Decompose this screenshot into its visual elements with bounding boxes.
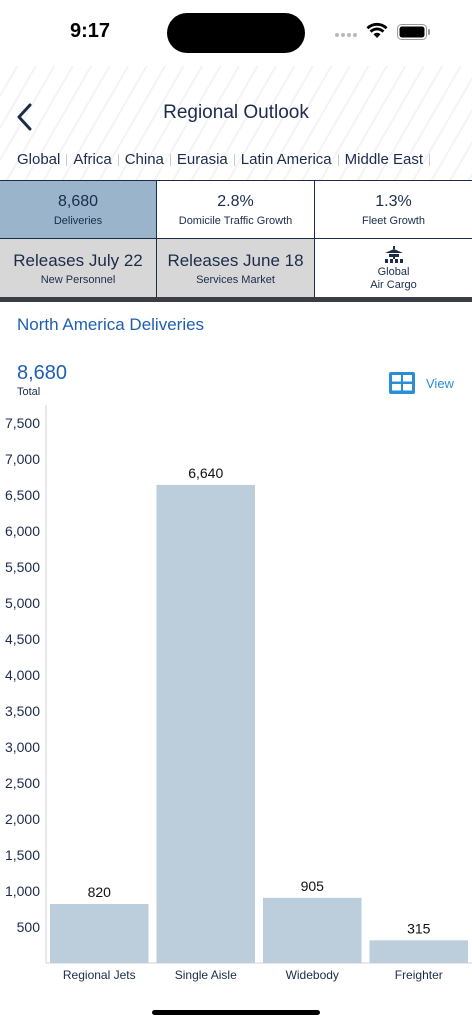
bar-value-label: 905	[301, 878, 325, 894]
y-tick-label: 5,000	[5, 595, 40, 611]
y-tick-label: 500	[17, 919, 41, 935]
metric-domicile-traffic-growth[interactable]: 2.8% Domicile Traffic Growth	[157, 181, 315, 239]
view-button[interactable]: View	[389, 372, 454, 394]
region-tab-china[interactable]: China	[124, 151, 164, 168]
region-tab-eurasia[interactable]: Eurasia	[176, 151, 228, 168]
y-tick-label: 4,500	[5, 631, 40, 647]
metric-label-line1: Global	[377, 265, 410, 278]
y-tick-label: 1,000	[5, 883, 40, 899]
metric-deliveries[interactable]: 8,680 Deliveries	[0, 181, 157, 239]
y-tick-label: 4,000	[5, 667, 40, 683]
home-indicator	[152, 1010, 320, 1015]
status-time: 9:17	[70, 20, 111, 42]
region-tab-global[interactable]: Global	[17, 151, 61, 168]
y-tick-label: 2,500	[5, 775, 40, 791]
metric-services-market[interactable]: Releases June 18 Services Market	[157, 239, 315, 298]
y-tick-label: 3,000	[5, 739, 40, 755]
section-title: North America Deliveries	[17, 315, 205, 334]
total-label: Total	[17, 386, 41, 398]
bar-widebody	[263, 897, 362, 963]
total-value: 8,680	[17, 362, 68, 384]
region-divider	[117, 153, 119, 166]
y-tick-label: 6,000	[5, 523, 40, 539]
status-bar: 9:17	[0, 0, 472, 66]
building-network-icon	[384, 245, 403, 263]
back-chevron-icon[interactable]	[12, 100, 38, 134]
y-tick-label: 1,500	[5, 847, 40, 863]
dynamic-island	[167, 13, 305, 53]
region-tab-middle-east[interactable]: Middle East	[344, 151, 424, 168]
metrics-grid: 8,680 Deliveries 2.8% Domicile Traffic G…	[0, 180, 472, 298]
deliveries-bar-chart: 500 1,000 1,500 2,000 2,500 3,000 3,500 4,000 4,…	[5, 405, 472, 982]
y-tick-label: 5,500	[5, 559, 40, 575]
metric-value: Releases July 22	[13, 250, 143, 270]
metric-label: Services Market	[196, 273, 275, 286]
x-category-label: Single Aisle	[175, 968, 237, 982]
metric-label: Domicile Traffic Growth	[178, 215, 293, 227]
battery-icon	[397, 24, 430, 40]
section-divider	[0, 297, 472, 302]
y-tick-label: 7,000	[5, 451, 40, 467]
y-tick-label: 6,500	[5, 487, 40, 503]
metric-value: 8,680	[57, 193, 99, 210]
metric-global-air-cargo[interactable]: Global Air Cargo	[315, 239, 472, 298]
region-divider	[66, 153, 68, 166]
region-tab-latin-america[interactable]: Latin America	[240, 151, 332, 168]
metric-fleet-growth[interactable]: 1.3% Fleet Growth	[315, 181, 472, 239]
cellular-signal-icon	[335, 33, 359, 39]
bar-value-label: 315	[407, 920, 431, 936]
metric-label: Fleet Growth	[362, 215, 425, 227]
bar-value-label: 6,640	[188, 465, 223, 481]
header: Regional Outlook Global Africa China Eur…	[0, 66, 472, 180]
x-category-label: Regional Jets	[63, 968, 136, 982]
metric-label-line2: Air Cargo	[370, 278, 417, 291]
region-divider	[429, 153, 431, 166]
metric-label: New Personnel	[40, 273, 116, 286]
region-tab-africa[interactable]: Africa	[73, 151, 112, 168]
y-tick-label: 2,000	[5, 811, 40, 827]
y-tick-label: 3,500	[5, 703, 40, 719]
wifi-icon	[366, 22, 388, 38]
region-divider	[337, 153, 339, 166]
metric-value: 1.3%	[375, 193, 412, 210]
page-title: Regional Outlook	[163, 102, 309, 123]
region-divider	[169, 153, 171, 166]
metric-label: Deliveries	[53, 215, 103, 227]
region-tabs: Global Africa China Eurasia Latin Americ…	[17, 151, 436, 168]
metric-value: Releases June 18	[167, 250, 304, 270]
x-category-label: Freighter	[395, 968, 443, 982]
grid-view-icon	[389, 372, 415, 394]
view-label: View	[426, 375, 454, 391]
bar-regional-jets	[50, 903, 149, 963]
metric-value: 2.8%	[217, 193, 254, 210]
bar-value-label: 820	[88, 884, 112, 900]
metric-new-personnel[interactable]: Releases July 22 New Personnel	[0, 239, 157, 298]
region-divider	[233, 153, 235, 166]
x-category-label: Widebody	[286, 968, 339, 982]
bar-single-aisle	[156, 484, 255, 963]
bar-freighter	[369, 940, 468, 963]
y-tick-label: 7,500	[5, 415, 40, 431]
